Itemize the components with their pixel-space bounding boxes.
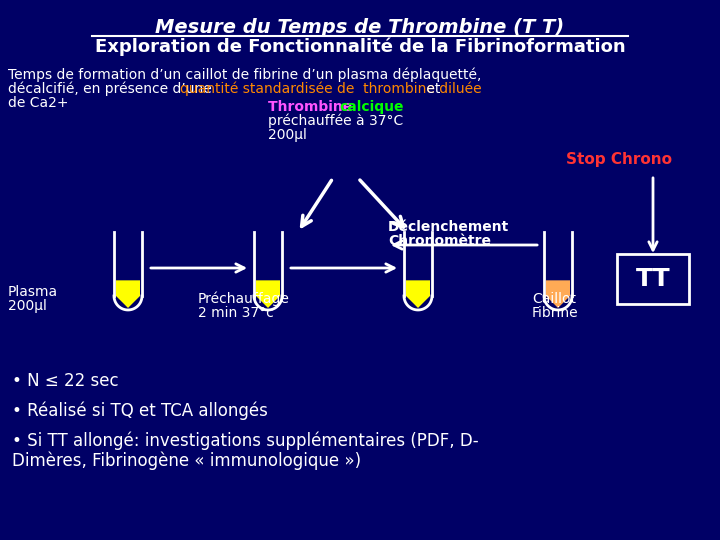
Text: Exploration de Fonctionnalité de la Fibrinoformation: Exploration de Fonctionnalité de la Fibr…	[95, 38, 625, 57]
Polygon shape	[115, 232, 141, 309]
Polygon shape	[545, 232, 571, 309]
Text: Dimères, Fibrinogène « immunologique »): Dimères, Fibrinogène « immunologique »)	[12, 452, 361, 470]
Text: quantité standardisée de  thrombine diluée: quantité standardisée de thrombine dilué…	[181, 82, 482, 97]
Polygon shape	[255, 232, 281, 309]
Polygon shape	[405, 232, 431, 309]
Text: calcique: calcique	[339, 100, 403, 114]
Text: • Réalisé si TQ et TCA allongés: • Réalisé si TQ et TCA allongés	[12, 402, 268, 421]
Text: Déclenchement: Déclenchement	[388, 220, 509, 234]
Text: • Si TT allongé: investigations supplémentaires (PDF, D-: • Si TT allongé: investigations suppléme…	[12, 432, 479, 450]
Text: Temps de formation d’un caillot de fibrine d’un plasma déplaquetté,: Temps de formation d’un caillot de fibri…	[8, 68, 482, 83]
Text: de Ca2+: de Ca2+	[8, 96, 68, 110]
Text: Mesure du Temps de Thrombine (T T): Mesure du Temps de Thrombine (T T)	[156, 18, 564, 37]
Polygon shape	[406, 280, 430, 308]
Text: Préchauffage: Préchauffage	[198, 292, 290, 307]
Text: 200µl: 200µl	[268, 128, 307, 142]
Text: Thrombine: Thrombine	[268, 100, 357, 114]
Text: Plasma: Plasma	[8, 285, 58, 299]
Text: 200µl: 200µl	[8, 299, 47, 313]
Text: • N ≤ 22 sec: • N ≤ 22 sec	[12, 372, 119, 390]
Text: Stop Chrono: Stop Chrono	[566, 152, 672, 167]
Text: 2 min 37°c: 2 min 37°c	[198, 306, 274, 320]
Text: Caillot: Caillot	[532, 292, 576, 306]
Text: Chronomètre: Chronomètre	[388, 234, 491, 248]
Polygon shape	[546, 280, 570, 308]
Text: TT: TT	[636, 267, 670, 291]
Polygon shape	[256, 280, 280, 308]
Text: Fibrine: Fibrine	[532, 306, 579, 320]
Text: et: et	[422, 82, 441, 96]
Text: décalcifié, en présence d’une: décalcifié, en présence d’une	[8, 82, 216, 97]
Text: préchauffée à 37°C: préchauffée à 37°C	[268, 114, 403, 129]
Polygon shape	[116, 280, 140, 308]
FancyBboxPatch shape	[617, 254, 689, 304]
